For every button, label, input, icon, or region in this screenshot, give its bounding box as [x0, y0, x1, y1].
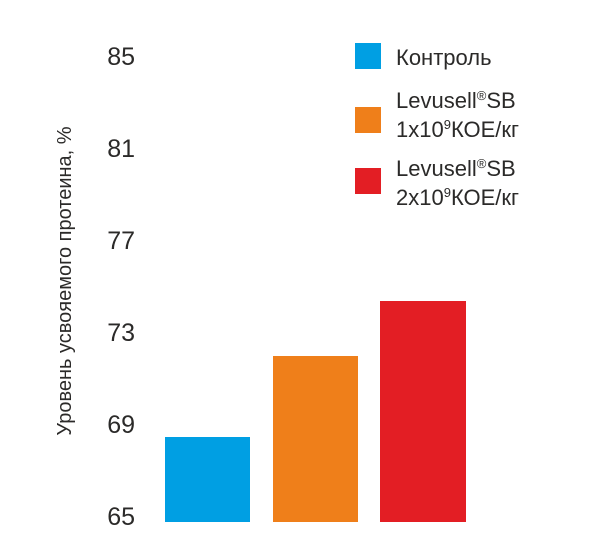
text-segment: 2x10: [396, 185, 444, 210]
legend-label-line1: Levusell®SB: [396, 156, 519, 185]
bar-levusell-1x: [273, 356, 358, 522]
text-segment: SB: [486, 156, 516, 181]
bar-levusell-2x: [380, 301, 466, 522]
y-tick-label: 69: [107, 411, 135, 439]
text-segment: КОЕ/кг: [450, 117, 520, 142]
legend-label-line2: 2x109КОЕ/кг: [396, 185, 519, 214]
legend-swatch-control: [355, 43, 381, 69]
text-segment: 1x10: [396, 117, 444, 142]
bar-control: [165, 437, 250, 522]
registered-mark: ®: [476, 156, 487, 171]
text-segment: Levusell: [396, 88, 477, 113]
legend-swatch-levusell-1x: [355, 107, 381, 133]
y-tick-label: 85: [107, 43, 135, 71]
legend-label-line1: Levusell®SB: [396, 88, 519, 117]
text-segment: Levusell: [396, 156, 477, 181]
registered-mark: ®: [476, 88, 487, 103]
legend-label-levusell-1x: Levusell®SB 1x109КОЕ/кг: [396, 88, 519, 146]
y-tick-label: 81: [107, 135, 135, 163]
superscript-exponent: 9: [443, 185, 451, 200]
y-tick-label: 77: [107, 227, 135, 255]
text-segment: КОЕ/кг: [450, 185, 520, 210]
y-tick-label: 73: [107, 319, 135, 347]
legend-label-line2: 1x109КОЕ/кг: [396, 117, 519, 146]
y-tick-label: 65: [107, 503, 135, 531]
legend-label-levusell-2x: Levusell®SB 2x109КОЕ/кг: [396, 156, 519, 214]
legend-swatch-levusell-2x: [355, 168, 381, 194]
superscript-exponent: 9: [443, 117, 451, 132]
legend-label-control: Контроль: [396, 45, 492, 70]
text-segment: SB: [486, 88, 516, 113]
